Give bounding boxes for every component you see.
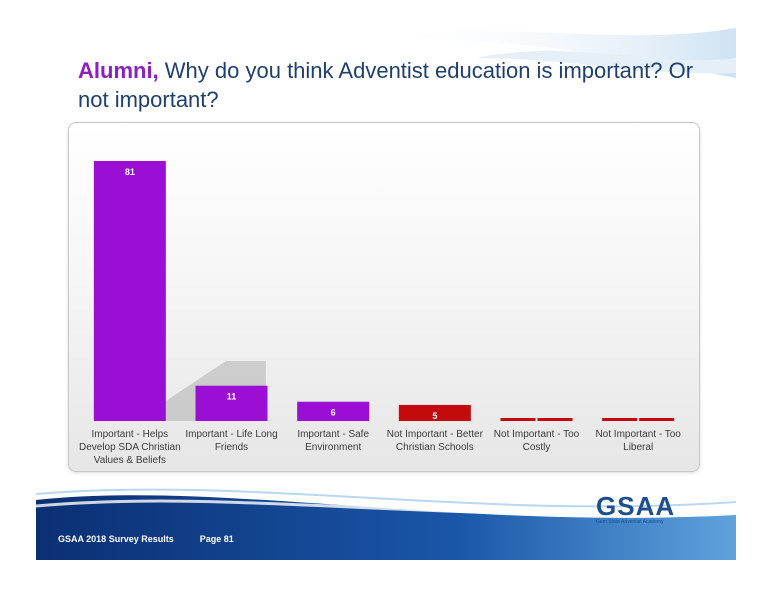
category-label-1: Important - Helps Develop SDA Christian Va…: [79, 429, 181, 466]
footer-survey-label: GSAA 2018 Survey Results: [58, 534, 174, 544]
page-title: Alumni, Why do you think Adventist educa…: [78, 56, 698, 114]
footer-page-number: Page 81: [200, 534, 234, 544]
category-label-5: Not Important - Too Costly: [494, 429, 580, 453]
title-text: Why do you think Adventist education is …: [78, 58, 693, 112]
category-label-4: Not Important - Better Christian Schools: [387, 429, 484, 453]
category-label-3: Important - Safe Environment: [297, 429, 369, 453]
gsaa-logo-subtext: Gem State Adventist Academy: [596, 519, 686, 525]
gsaa-logo: GSAA: [596, 491, 675, 522]
title-accent: Alumni,: [78, 58, 159, 83]
bar-divider-5: [536, 418, 538, 421]
slide: Alumni, Why do you think Adventist educa…: [36, 18, 736, 560]
footer: GSAA 2018 Survey Results Page 81: [58, 534, 260, 544]
bar-chart: 81 Important - Helps Develop SDA Christian…: [69, 123, 699, 471]
data-label-3: 6: [331, 408, 336, 418]
data-label-2: 11: [227, 392, 237, 402]
category-label-2: Important - Life Long Friends: [185, 429, 277, 453]
category-label-6: Not Important - Too Liberal: [595, 429, 681, 453]
bar-1: [94, 161, 166, 421]
data-label-1: 81: [125, 167, 135, 177]
data-label-4: 5: [432, 411, 437, 421]
chart-panel: 81 Important - Helps Develop SDA Christian…: [68, 122, 700, 472]
bar-divider-6: [637, 418, 639, 421]
